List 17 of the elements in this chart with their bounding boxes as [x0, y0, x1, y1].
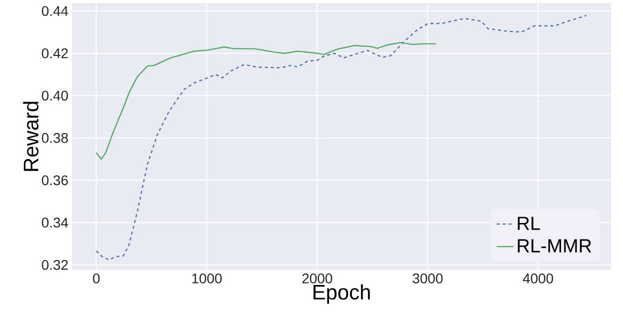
y-tick-label: 0.44 — [42, 6, 68, 16]
y-tick-label: 0.32 — [42, 260, 68, 270]
legend-label: RL-MMR — [518, 239, 592, 252]
legend-label: RL — [518, 216, 540, 230]
x-tick-label: 3000 — [412, 274, 443, 284]
x-tick-label: 2000 — [302, 274, 332, 284]
x-tick-label: 4000 — [522, 274, 554, 284]
y-axis-title: Reward — [23, 102, 38, 171]
x-tick-label: 1000 — [192, 274, 222, 284]
x-axis-title: Epoch — [314, 284, 370, 304]
line-series — [96, 42, 436, 160]
x-tick-label: 0 — [92, 274, 100, 284]
y-tick-label: 0.42 — [42, 48, 68, 58]
y-tick-label: 0.36 — [42, 175, 68, 186]
y-tick-label: 0.40 — [42, 90, 68, 101]
y-tick-label: 0.38 — [42, 133, 68, 143]
y-tick-label: 0.34 — [42, 218, 68, 228]
